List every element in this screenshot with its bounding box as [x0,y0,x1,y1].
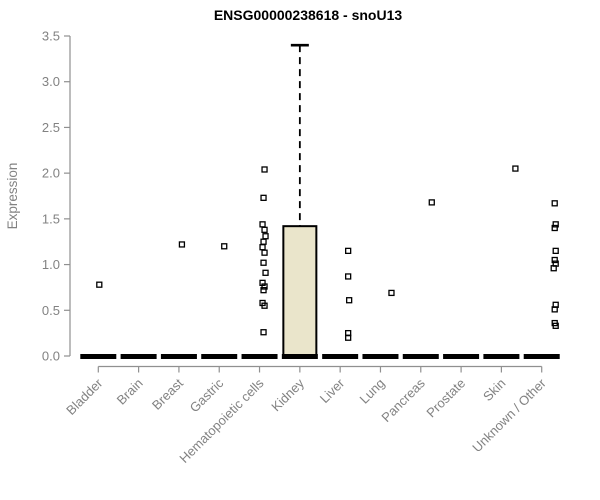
outlier-point [550,265,557,272]
outlier-point [551,224,558,232]
median-bar [322,354,359,359]
y-tick-label: 0.0 [42,349,60,364]
outlier-point [428,199,435,206]
outlier-point [345,247,352,255]
x-tick-label: Liver [317,375,348,406]
x-tick-label: Skin [480,376,508,404]
outlier-point [346,297,353,304]
outlier-point [512,165,519,172]
x-tick-label: Unknown / Other [469,375,549,455]
y-tick-label: 0.5 [42,303,60,318]
y-tick-label: 1.5 [42,211,60,226]
x-tick-label: Prostate [423,376,468,421]
median-bar [80,354,117,359]
y-tick-label: 2.5 [42,120,60,135]
outlier-point [260,259,267,266]
outlier-point [345,273,352,280]
median-bar [201,354,238,359]
data-marks-group [80,43,560,359]
y-axis-label: Expression [5,163,20,230]
chart-title: ENSG00000238618 - snoU13 [214,7,403,23]
median-bar [120,354,157,359]
median-bar [281,354,318,359]
outlier-point [552,322,559,329]
outlier-point [262,269,269,276]
median-bar [402,354,439,359]
y-tick-label: 3.0 [42,74,60,89]
outlier-point [262,233,269,240]
outlier-point [261,302,268,309]
outlier-point [551,306,558,313]
outlier-point [552,221,559,228]
median-bar [523,354,560,359]
outlier-point [345,334,352,341]
outlier-point [260,194,267,201]
median-bar [483,354,520,359]
y-tick-label: 2.0 [42,166,60,181]
x-tick-label: Lung [357,376,388,407]
x-tick-label: Pancreas [378,375,428,425]
outlier-point [551,256,558,264]
outlier-point [221,243,228,250]
outlier-point [388,289,395,297]
y-tick-label: 3.5 [42,28,60,43]
outlier-point [261,249,268,256]
outlier-point [259,244,266,251]
outlier-point [260,287,267,294]
outlier-point [259,221,266,228]
outlier-point [96,281,103,288]
outlier-point [260,329,267,336]
x-tick-label: Gastric [187,375,227,415]
median-bar [241,354,278,359]
outlier-point [552,247,559,255]
x-tick-label: Brain [114,376,146,408]
x-tick-label: Breast [149,375,186,412]
outlier-point [178,241,186,248]
x-tick-label: Kidney [268,375,307,414]
box-iqr [282,225,318,357]
outlier-point [261,226,268,233]
x-tick-label: Bladder [63,375,106,418]
median-bar [443,354,480,359]
outlier-point [261,283,268,290]
outlier-point [261,166,268,173]
outlier-point [260,238,267,245]
y-tick-label: 1.0 [42,257,60,272]
outlier-point [551,200,558,207]
median-bar [362,354,399,359]
median-bar [160,354,197,359]
